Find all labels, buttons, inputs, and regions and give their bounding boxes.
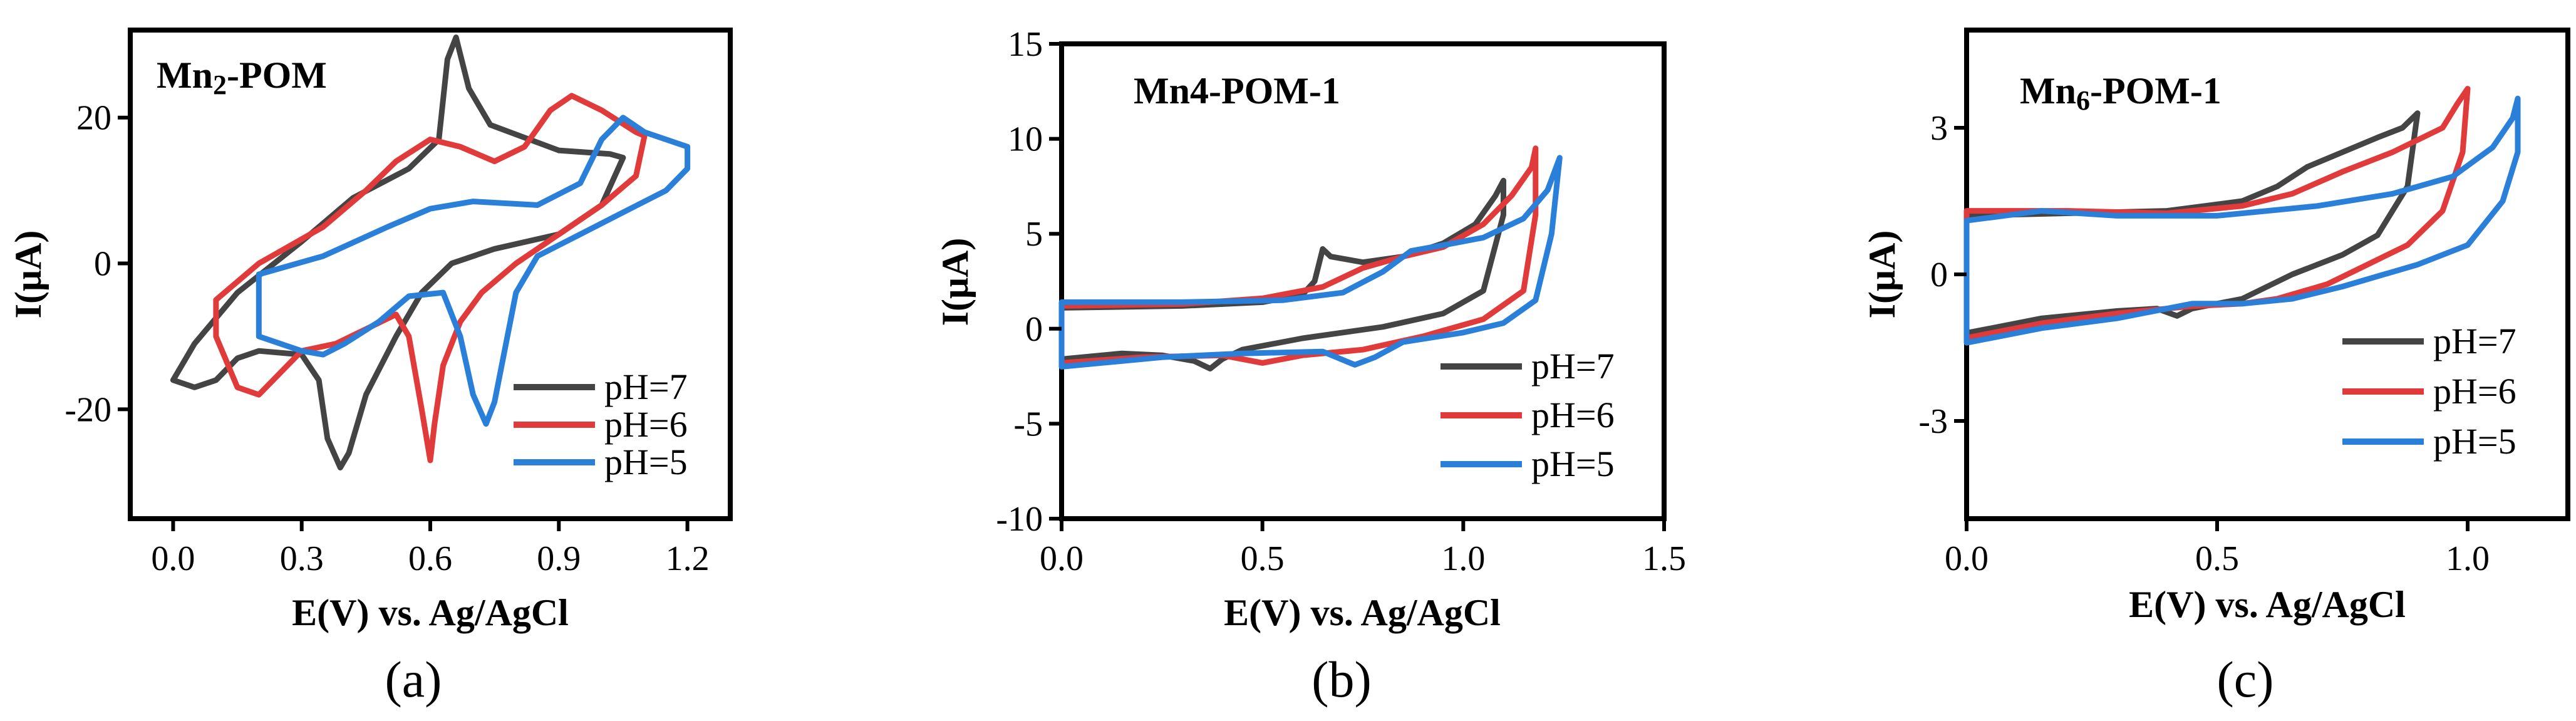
- panel-b-y-tick-label: -10: [996, 500, 1043, 539]
- panel-a-y-tick-label: -20: [65, 390, 111, 429]
- panel-a-x-tick-label: 0.9: [537, 539, 581, 578]
- panel-b-legend-label: pH=6: [1531, 395, 1615, 435]
- panel-c: 0.0 0.5 1.0 -3 0 3 Mn6-POM-1 E(V) vs. Ag/AgCl…: [1861, 28, 2570, 708]
- panel-b-legend-label: pH=7: [1531, 346, 1615, 386]
- panel-b-y-tick-label: 15: [1008, 25, 1043, 64]
- panel-a-label: (a): [385, 651, 442, 708]
- panel-a-legend: pH=7pH=6pH=5: [514, 366, 688, 482]
- panel-b-x-tick-label: 1.0: [1441, 539, 1485, 578]
- panel-a-x-tick-label: 0.3: [280, 539, 324, 578]
- panel-c-y-tick-label: -3: [1918, 402, 1948, 441]
- panel-c-ticks: 0.0 0.5 1.0 -3 0 3: [1918, 109, 2490, 578]
- panel-b-y-tick-label: -5: [1013, 405, 1043, 443]
- panel-a-y-tick-label: 20: [76, 99, 111, 138]
- panel-a-legend-label: pH=5: [604, 442, 688, 482]
- panel-a-y-axis-label: I(μA): [8, 231, 49, 319]
- panel-b-y-tick-label: 5: [1025, 215, 1043, 254]
- panel-c-x-tick-label: 0.0: [1945, 539, 1989, 578]
- panel-a-x-tick-label: 1.2: [666, 539, 710, 578]
- panel-c-legend-label: pH=7: [2433, 321, 2517, 361]
- panel-c-label: (c): [2216, 651, 2273, 708]
- panel-b-y-tick-label: 0: [1025, 310, 1043, 349]
- panel-a-x-tick-label: 0.0: [151, 539, 195, 578]
- panel-b-curves: [1058, 145, 1563, 371]
- panel-a-series-pH6-line: [213, 93, 648, 464]
- panel-a-ticks: 0.0 0.3 0.6 0.9 1.2 -20 0 20: [65, 99, 709, 578]
- panel-b-x-axis-label: E(V) vs. Ag/AgCl: [1224, 592, 1501, 633]
- panel-c-legend-label: pH=5: [2433, 421, 2517, 462]
- panel-a: 0.0 0.3 0.6 0.9 1.2 -20 0 20 Mn2-POM E(V) vs. A…: [8, 28, 733, 708]
- panel-c-x-axis-label: E(V) vs. Ag/AgCl: [2129, 584, 2406, 625]
- panel-b-x-tick-label: 0.0: [1040, 539, 1084, 578]
- panel-b-y-tick-label: 10: [1008, 120, 1043, 159]
- panel-c-y-axis-label: I(μA): [1861, 231, 1903, 319]
- panel-b-inset-title: Mn4-POM-1: [1134, 70, 1340, 112]
- panel-a-curves: [170, 34, 691, 470]
- panel-b-legend-label: pH=5: [1531, 443, 1615, 484]
- panel-b-series-pH5-line: [1058, 155, 1563, 370]
- panel-b-y-axis-label: I(μA): [934, 238, 976, 326]
- panel-a-y-tick-label: 0: [94, 245, 111, 284]
- panel-a-series-pH7-line: [170, 34, 626, 470]
- panel-b-label: (b): [1311, 651, 1372, 708]
- panel-b-x-tick-label: 0.5: [1241, 539, 1285, 578]
- panel-b: 0.0 0.5 1.0 1.5 -10 -5 0 5 10 15 Mn4-POM-1 E(V) v…: [934, 25, 1686, 708]
- panel-c-x-tick-label: 0.5: [2195, 539, 2239, 578]
- panel-c-series-pH5-line: [1963, 95, 2521, 346]
- panel-c-legend: pH=7 pH=6 pH=5: [2342, 321, 2517, 462]
- panel-c-inset-title: Mn6-POM-1: [2020, 70, 2222, 116]
- panel-c-y-tick-label: 3: [1930, 109, 1948, 148]
- panel-b-ticks: 0.0 0.5 1.0 1.5 -10 -5 0 5 10 15: [996, 25, 1686, 578]
- panel-c-series-pH7-line: [1963, 110, 2421, 336]
- panel-b-series-pH6-line: [1058, 145, 1539, 366]
- panel-a-x-tick-label: 0.6: [408, 539, 452, 578]
- panel-c-x-tick-label: 1.0: [2446, 539, 2490, 578]
- panel-c-curves: [1963, 86, 2521, 346]
- panel-b-legend: pH=7 pH=6 pH=5: [1441, 346, 1615, 484]
- panel-b-x-tick-label: 1.5: [1642, 539, 1686, 578]
- panel-a-inset-title: Mn2-POM: [157, 54, 327, 100]
- panel-a-legend-label: pH=7: [604, 366, 688, 407]
- panel-b-series-pH7-line: [1058, 177, 1506, 371]
- panel-a-x-axis-label: E(V) vs. Ag/AgCl: [292, 592, 569, 633]
- panel-c-y-tick-label: 0: [1930, 256, 1948, 294]
- panel-a-series-pH5-line: [256, 115, 691, 427]
- panel-b-plot-frame: [1059, 41, 1667, 521]
- panel-c-legend-label: pH=6: [2433, 371, 2517, 412]
- panel-a-legend-label: pH=6: [604, 404, 688, 445]
